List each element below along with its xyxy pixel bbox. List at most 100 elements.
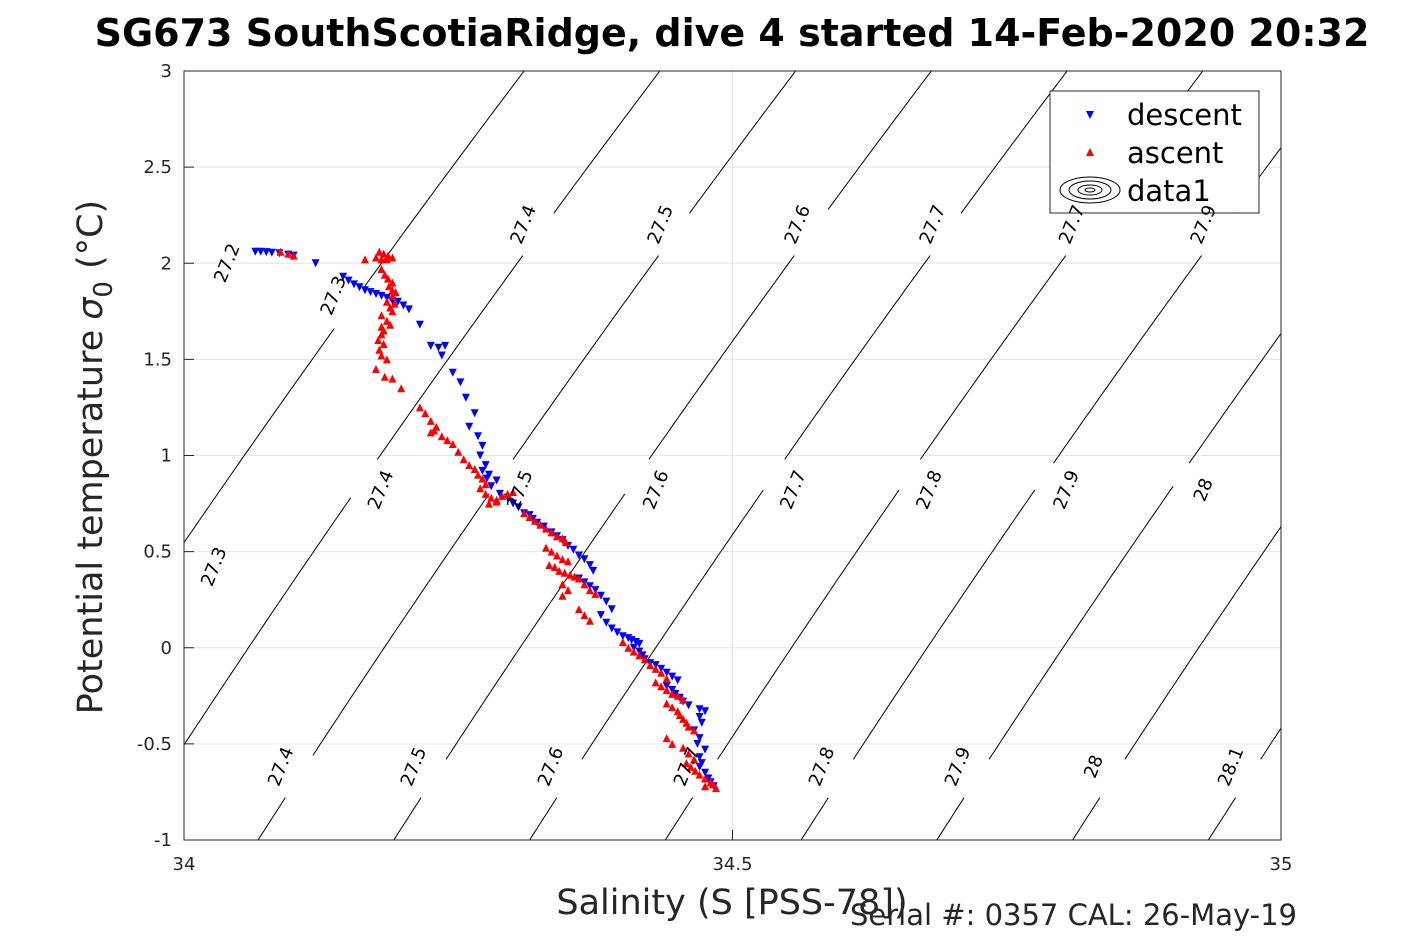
descent-point bbox=[662, 668, 671, 677]
ascent-point bbox=[379, 340, 388, 348]
ascent-point bbox=[550, 563, 559, 571]
descent-point bbox=[695, 713, 704, 721]
descent-point bbox=[350, 280, 358, 289]
data-points bbox=[251, 247, 720, 793]
ascent-point bbox=[375, 345, 384, 354]
ascent-point bbox=[684, 749, 693, 758]
ascent-point bbox=[380, 270, 389, 279]
ascent-point bbox=[377, 330, 386, 339]
ascent-point bbox=[525, 513, 534, 521]
y-axis-label-symbol: σ bbox=[71, 296, 111, 320]
descent-point bbox=[251, 247, 260, 256]
ascent-point bbox=[668, 703, 677, 712]
ascent-point bbox=[459, 455, 468, 464]
ascent-point bbox=[668, 739, 677, 748]
y-tick-label: 2 bbox=[161, 253, 172, 274]
ascent-point bbox=[646, 661, 655, 670]
isopycnal-line bbox=[689, 71, 796, 214]
descent-point bbox=[437, 351, 446, 360]
descent-point bbox=[671, 689, 680, 698]
descent-point bbox=[478, 466, 487, 475]
descent-point bbox=[602, 597, 611, 606]
ascent-point bbox=[686, 762, 695, 771]
ascent-point bbox=[382, 297, 391, 306]
ascent-point bbox=[545, 561, 554, 570]
isopycnal-line bbox=[184, 328, 335, 544]
ascent-point bbox=[558, 534, 567, 543]
y-axis-label-text: Potential temperature bbox=[71, 330, 111, 714]
ascent-point bbox=[555, 566, 564, 575]
y-tick-label: 0 bbox=[161, 638, 172, 659]
ascent-point bbox=[372, 253, 380, 262]
descent-point bbox=[311, 259, 320, 268]
ascent-point bbox=[566, 570, 575, 579]
ascent-point bbox=[478, 474, 487, 483]
descent-point bbox=[481, 461, 490, 470]
descent-point bbox=[404, 305, 413, 314]
isopycnal-line bbox=[376, 255, 524, 460]
ascent-point bbox=[385, 282, 394, 291]
x-axis-label: Salinity (S [PSS-78]) bbox=[556, 883, 907, 923]
ascent-point bbox=[377, 311, 386, 320]
isopycnal-line bbox=[312, 493, 490, 756]
ascent-point bbox=[675, 711, 684, 719]
descent-point bbox=[415, 320, 424, 329]
descent-point bbox=[514, 503, 523, 512]
ascent-point bbox=[558, 591, 567, 600]
isopycnal-line bbox=[1053, 255, 1203, 464]
ascent-point bbox=[372, 365, 380, 373]
descent-point bbox=[492, 476, 501, 485]
descent-point bbox=[434, 343, 443, 352]
ascent-point bbox=[481, 489, 490, 498]
ascent-point bbox=[679, 743, 688, 752]
ascent-point bbox=[679, 714, 688, 723]
x-tick-label: 34 bbox=[173, 854, 196, 875]
isopycnal-line bbox=[581, 489, 764, 760]
isopycnal-line bbox=[960, 71, 1068, 214]
ascent-point bbox=[691, 766, 700, 775]
descent-point bbox=[262, 248, 271, 257]
ascent-point bbox=[574, 574, 583, 583]
legend-ascent-marker bbox=[1086, 148, 1094, 156]
descent-point bbox=[602, 618, 611, 627]
isopycnal-line bbox=[717, 489, 900, 760]
isopycnal-line bbox=[1072, 797, 1101, 840]
ascent-point bbox=[474, 470, 482, 479]
descent-point bbox=[668, 672, 677, 681]
ascent-point bbox=[712, 784, 720, 793]
ascent-point bbox=[382, 355, 391, 364]
isopycnal-line bbox=[936, 797, 965, 840]
ascent-point bbox=[580, 611, 589, 620]
ascent-point bbox=[443, 436, 452, 445]
descent-point bbox=[448, 368, 457, 377]
ascent-point bbox=[382, 255, 391, 264]
ascent-point bbox=[481, 480, 490, 489]
ascent-point bbox=[476, 484, 485, 493]
ascent-point bbox=[388, 253, 397, 262]
ascent-point bbox=[542, 524, 550, 533]
series-ascent bbox=[276, 247, 720, 793]
y-axis-label-subscript: 0 bbox=[89, 281, 119, 298]
isopycnal-line bbox=[784, 255, 931, 460]
ascent-point bbox=[662, 699, 671, 708]
descent-point bbox=[461, 393, 470, 402]
descent-point bbox=[399, 301, 408, 310]
isopycnal-line bbox=[800, 797, 829, 840]
descent-point bbox=[495, 489, 504, 498]
legend-data1-label: data1 bbox=[1127, 174, 1211, 208]
isopycnal-line bbox=[1207, 797, 1237, 840]
chart-title: SG673 SouthScotiaRidge, dive 4 started 1… bbox=[95, 11, 1370, 55]
legend-contour-icon bbox=[1059, 176, 1121, 204]
descent-point bbox=[596, 611, 605, 620]
ascent-point bbox=[684, 722, 693, 731]
ascent-point bbox=[379, 249, 388, 258]
ascent-point bbox=[564, 586, 572, 595]
ascent-point bbox=[384, 274, 392, 283]
ascent-point bbox=[536, 520, 545, 529]
ascent-point bbox=[382, 316, 391, 325]
descent-point bbox=[574, 551, 583, 560]
ascent-point bbox=[682, 759, 691, 768]
ascent-point bbox=[426, 416, 435, 425]
ascent-point bbox=[542, 543, 550, 552]
descent-point bbox=[607, 605, 616, 614]
